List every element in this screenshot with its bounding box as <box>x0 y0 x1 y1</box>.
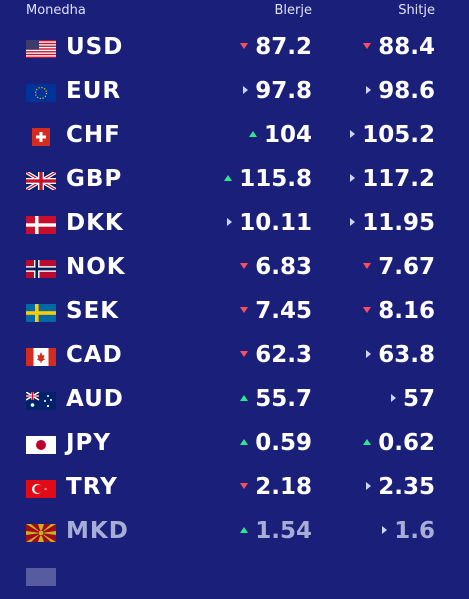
buy-value: 87.2 <box>240 34 312 60</box>
us-flag-icon <box>26 40 56 58</box>
rate-row-try: TRY 2.18 2.35 <box>0 467 469 511</box>
rate-row-jpy: JPY 0.59 0.62 <box>0 423 469 467</box>
currency-code: NOK <box>66 254 126 280</box>
currency-code: EUR <box>66 78 122 104</box>
jp-flag-icon <box>26 436 56 454</box>
trend-up-icon <box>224 174 233 181</box>
sell-value: 2.35 <box>366 474 435 500</box>
trend-same-icon <box>350 129 356 138</box>
currency-code: DKK <box>66 210 124 236</box>
trend-same-icon <box>350 173 356 182</box>
currency-code: MKD <box>66 518 129 544</box>
sell-value: 105.2 <box>350 122 435 148</box>
sell-value: 57 <box>390 386 435 412</box>
ca-flag-icon <box>26 348 56 366</box>
sell-value: 117.2 <box>350 166 435 192</box>
buy-value: 115.8 <box>224 166 312 192</box>
rate-row-nok: NOK 6.83 7.67 <box>0 247 469 291</box>
currency-code: JPY <box>66 430 112 456</box>
currency-code: TRY <box>66 474 118 500</box>
buy-column-header: Blerje <box>274 3 312 18</box>
buy-value: 0.59 <box>240 430 312 456</box>
rate-row-eur: EUR 97.8 98.6 <box>0 71 469 115</box>
currency-column-header: Monedha <box>26 3 86 18</box>
trend-down-icon <box>363 306 372 313</box>
currency-code: GBP <box>66 166 123 192</box>
buy-value: 97.8 <box>243 78 312 104</box>
trend-up-icon <box>363 438 372 445</box>
trend-down-icon <box>363 42 372 49</box>
rate-row-gbp: GBP 115.8 117.2 <box>0 159 469 203</box>
trend-same-icon <box>243 85 249 94</box>
currency-code: SEK <box>66 298 120 324</box>
trend-same-icon <box>227 217 233 226</box>
gb-flag-icon <box>26 172 56 190</box>
rate-row-mkd: MKD 1.54 1.6 <box>0 511 469 555</box>
sell-value: 7.67 <box>363 254 435 280</box>
sell-value: 63.8 <box>366 342 435 368</box>
trend-same-icon <box>382 525 388 534</box>
rate-row-cut-off <box>0 555 469 599</box>
trend-up-icon <box>240 394 249 401</box>
currency-code: USD <box>66 34 124 60</box>
no-flag-icon <box>26 260 56 278</box>
buy-value: 2.18 <box>240 474 312 500</box>
sell-value: 1.6 <box>382 518 435 544</box>
buy-value: 62.3 <box>240 342 312 368</box>
ch-flag-icon <box>26 128 56 146</box>
trend-down-icon <box>363 262 372 269</box>
trend-down-icon <box>240 42 249 49</box>
sell-value: 8.16 <box>363 298 435 324</box>
buy-value: 7.45 <box>240 298 312 324</box>
sell-value: 88.4 <box>363 34 435 60</box>
trend-same-icon <box>350 217 356 226</box>
sell-value: 0.62 <box>363 430 435 456</box>
rate-row-chf: CHF 104 105.2 <box>0 115 469 159</box>
trend-same-icon <box>366 481 372 490</box>
rates-header: Monedha Blerje Shitje <box>0 0 469 26</box>
trend-up-icon <box>240 526 249 533</box>
mk-flag-icon <box>26 524 56 542</box>
trend-down-icon <box>240 482 249 489</box>
tr-flag-icon <box>26 480 56 498</box>
sell-value: 98.6 <box>366 78 435 104</box>
trend-same-icon <box>390 393 396 402</box>
rates-list: USD 87.2 88.4 EUR 97.8 98.6 CHF 104 105.… <box>0 27 469 599</box>
sell-value: 11.95 <box>350 210 435 236</box>
currency-code: CHF <box>66 122 121 148</box>
flag-icon <box>26 568 56 586</box>
rate-row-sek: SEK 7.45 8.16 <box>0 291 469 335</box>
trend-same-icon <box>366 85 372 94</box>
currency-code: AUD <box>66 386 124 412</box>
rate-row-aud: AUD 55.7 57 <box>0 379 469 423</box>
au-flag-icon <box>26 392 56 410</box>
dk-flag-icon <box>26 216 56 234</box>
sell-column-header: Shitje <box>398 3 435 18</box>
rate-row-usd: USD 87.2 88.4 <box>0 27 469 71</box>
trend-same-icon <box>366 349 372 358</box>
buy-value: 1.54 <box>240 518 312 544</box>
rate-row-dkk: DKK 10.11 11.95 <box>0 203 469 247</box>
trend-up-icon <box>240 438 249 445</box>
buy-value: 10.11 <box>227 210 312 236</box>
buy-value: 104 <box>248 122 312 148</box>
rate-row-cad: CAD 62.3 63.8 <box>0 335 469 379</box>
buy-value: 55.7 <box>240 386 312 412</box>
trend-down-icon <box>240 262 249 269</box>
trend-up-icon <box>248 130 257 137</box>
trend-down-icon <box>240 306 249 313</box>
eu-flag-icon <box>26 84 56 102</box>
currency-code: CAD <box>66 342 123 368</box>
trend-down-icon <box>240 350 249 357</box>
se-flag-icon <box>26 304 56 322</box>
buy-value: 6.83 <box>240 254 312 280</box>
